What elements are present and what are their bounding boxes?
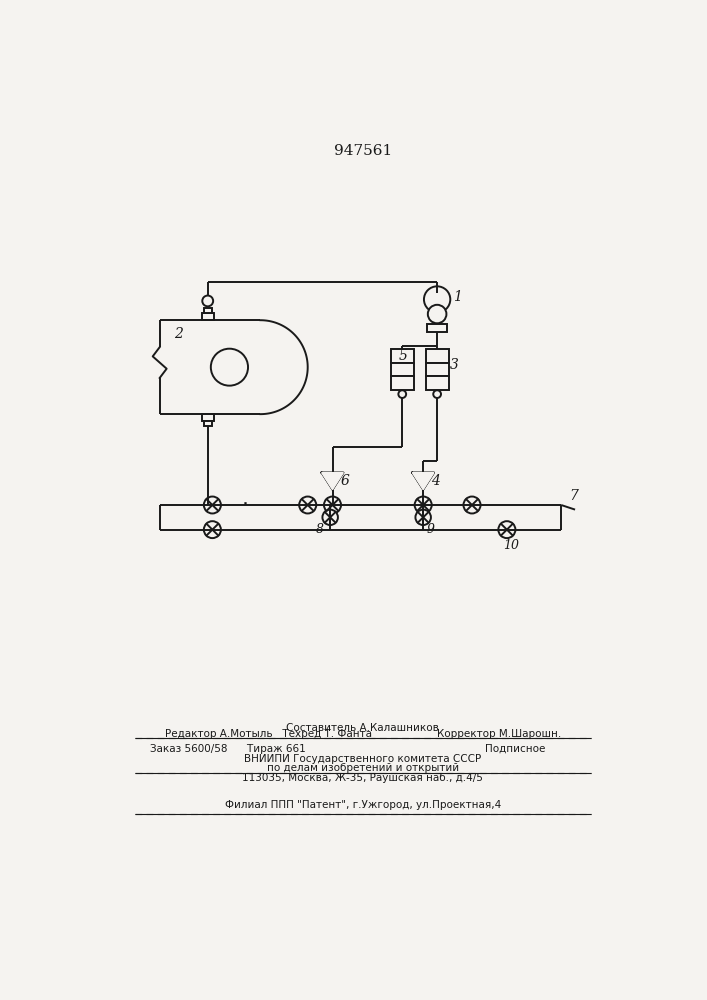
Bar xyxy=(201,313,214,320)
Circle shape xyxy=(428,305,446,323)
Text: 947561: 947561 xyxy=(334,144,392,158)
Circle shape xyxy=(433,390,441,398)
Text: 9: 9 xyxy=(427,523,435,536)
Text: Составитель А.Калашников: Составитель А.Калашников xyxy=(286,723,439,733)
Polygon shape xyxy=(412,473,434,490)
Circle shape xyxy=(322,510,338,525)
Text: Подписное: Подписное xyxy=(485,744,546,754)
Bar xyxy=(427,324,448,332)
Polygon shape xyxy=(322,473,344,490)
Circle shape xyxy=(204,521,221,538)
Text: Филиал ППП "Патент", г.Ужгород, ул.Проектная,4: Филиал ППП "Патент", г.Ужгород, ул.Проек… xyxy=(225,800,501,810)
Text: 3: 3 xyxy=(450,358,458,372)
Text: 7: 7 xyxy=(569,489,578,503)
Text: Редактор А.Мотыль   Техред Т. Фанта                    Корректор М.Шарошн.: Редактор А.Мотыль Техред Т. Фанта Коррек… xyxy=(165,729,561,739)
Circle shape xyxy=(464,497,481,513)
Text: 113035, Москва, Ж-35, Раушская наб., д.4/5: 113035, Москва, Ж-35, Раушская наб., д.4… xyxy=(243,773,483,783)
Bar xyxy=(204,421,211,426)
Text: 10: 10 xyxy=(503,539,519,552)
Text: ВНИИПИ Государственного комитета СССР: ВНИИПИ Государственного комитета СССР xyxy=(244,754,481,764)
Circle shape xyxy=(204,497,221,513)
Circle shape xyxy=(416,510,431,525)
Text: 6: 6 xyxy=(340,474,349,488)
Bar xyxy=(201,414,214,421)
Circle shape xyxy=(299,497,316,513)
Text: Заказ 5600/58      Тираж 661: Заказ 5600/58 Тираж 661 xyxy=(151,744,306,754)
Bar xyxy=(391,376,414,389)
Bar xyxy=(391,363,414,376)
Text: по делам изобретений и открытий: по делам изобретений и открытий xyxy=(267,763,459,773)
Circle shape xyxy=(498,521,515,538)
Bar xyxy=(426,349,449,363)
Text: ·: · xyxy=(241,495,248,515)
Bar xyxy=(426,363,449,376)
Text: 5: 5 xyxy=(398,349,407,363)
Text: 2: 2 xyxy=(174,327,182,341)
Circle shape xyxy=(398,390,406,398)
Text: 1: 1 xyxy=(452,290,462,304)
Bar xyxy=(204,308,211,313)
Bar xyxy=(391,349,414,363)
Text: 4: 4 xyxy=(431,474,440,488)
Text: 8: 8 xyxy=(316,523,325,536)
Circle shape xyxy=(324,497,341,513)
Circle shape xyxy=(202,296,213,306)
Circle shape xyxy=(414,497,432,513)
Circle shape xyxy=(211,349,248,386)
Circle shape xyxy=(424,286,450,312)
Bar xyxy=(426,376,449,389)
